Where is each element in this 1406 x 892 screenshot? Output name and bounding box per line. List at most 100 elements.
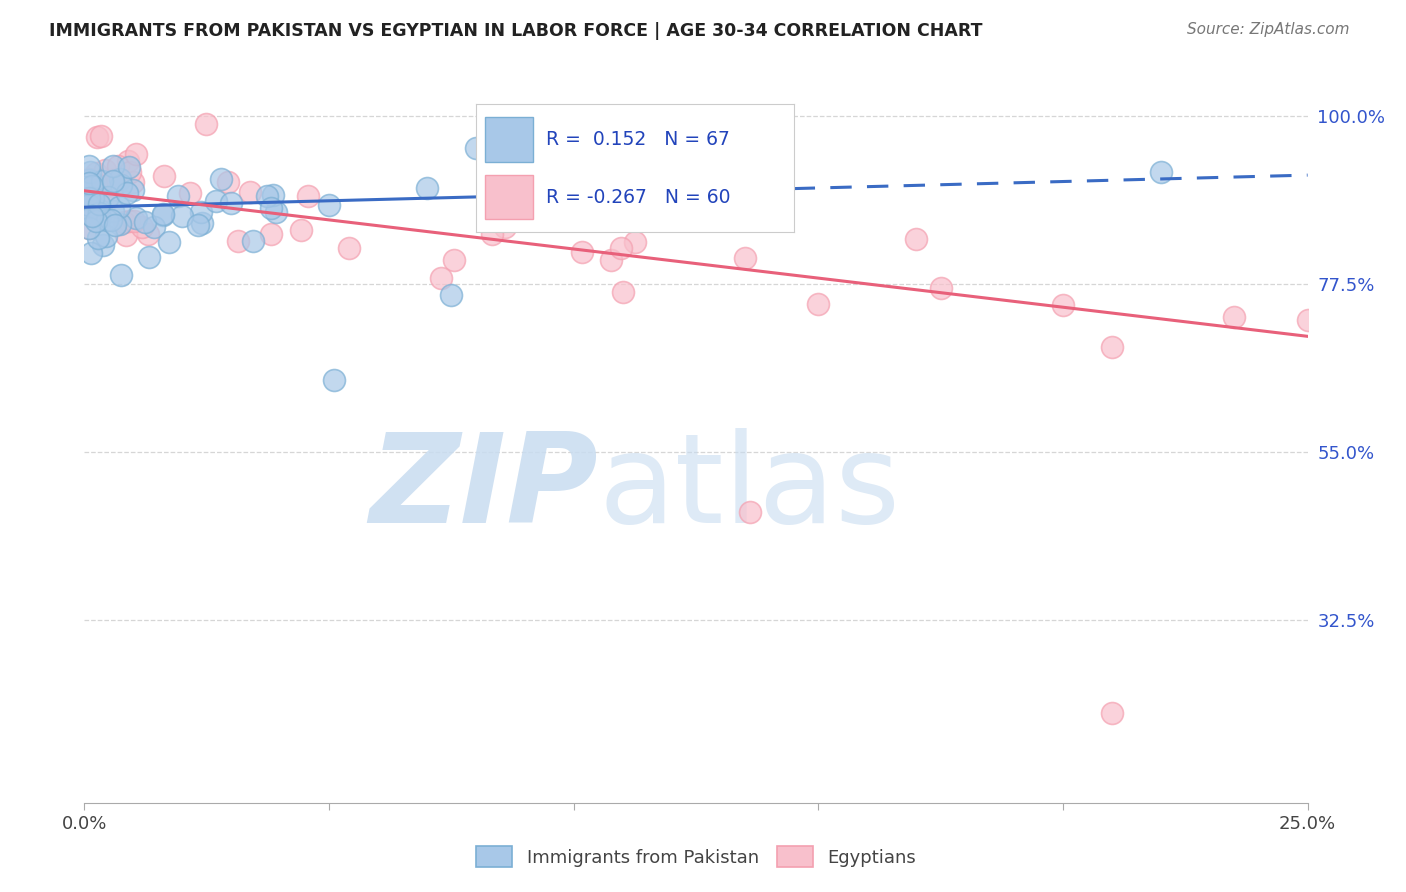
Point (143, 220, 166, 235)
Point (1296, 312, 1319, 326)
Point (807, 297, 830, 311)
Point (79, 221, 101, 235)
Point (262, 187, 284, 202)
Point (131, 219, 153, 234)
Point (114, 228, 136, 243)
Point (738, 505, 761, 519)
Point (167, 189, 190, 203)
Point (290, 223, 312, 237)
Point (89, 186, 111, 201)
Point (80, 178, 103, 192)
Point (87, 231, 110, 245)
Text: IMMIGRANTS FROM PAKISTAN VS EGYPTIAN IN LABOR FORCE | AGE 30-34 CORRELATION CHAR: IMMIGRANTS FROM PAKISTAN VS EGYPTIAN IN … (49, 22, 983, 40)
Point (929, 281, 952, 295)
Point (242, 234, 264, 248)
Point (82, 174, 104, 188)
Point (905, 232, 928, 246)
Point (87, 212, 110, 227)
Point (211, 172, 233, 186)
Point (179, 186, 201, 200)
Point (112, 215, 135, 229)
Point (84, 177, 107, 191)
Point (96, 228, 118, 243)
Point (101, 174, 124, 188)
Point (84, 165, 107, 179)
Point (87, 205, 110, 219)
Point (90, 129, 112, 144)
Point (121, 183, 143, 197)
Point (87, 202, 110, 216)
Point (170, 209, 193, 223)
Point (136, 227, 159, 241)
Point (191, 216, 214, 230)
Point (217, 175, 239, 189)
Point (84, 213, 107, 227)
Point (122, 214, 145, 228)
Point (416, 180, 439, 194)
Point (260, 227, 283, 242)
Point (82, 185, 104, 199)
Point (481, 227, 503, 241)
Text: atlas: atlas (598, 428, 900, 549)
Point (122, 176, 145, 190)
Point (107, 159, 129, 173)
Point (440, 288, 463, 302)
Point (322, 373, 344, 387)
Point (134, 215, 156, 229)
Point (77, 176, 100, 190)
Point (87, 178, 110, 192)
Point (96, 213, 118, 227)
Point (157, 235, 180, 249)
Point (80, 191, 103, 205)
Point (108, 171, 131, 186)
Point (77, 173, 100, 187)
Point (266, 205, 288, 219)
Point (104, 178, 127, 192)
Point (187, 218, 209, 232)
Point (1052, 298, 1074, 312)
Point (77, 198, 100, 212)
Point (77, 176, 100, 190)
Point (1223, 310, 1246, 324)
Point (152, 208, 174, 222)
Point (1150, 165, 1173, 179)
Point (571, 245, 593, 260)
Point (87, 197, 110, 211)
Point (104, 218, 127, 232)
Point (108, 200, 131, 214)
Point (80, 246, 103, 260)
Point (82, 190, 104, 204)
Point (238, 185, 260, 199)
Point (194, 117, 217, 131)
Point (734, 251, 756, 265)
Point (86, 129, 108, 144)
Point (79, 164, 101, 178)
Point (115, 186, 138, 200)
Point (610, 241, 633, 255)
Point (103, 204, 125, 219)
Point (125, 211, 148, 225)
Point (1101, 706, 1123, 721)
Point (91, 173, 114, 187)
Point (494, 219, 516, 234)
Point (600, 253, 623, 268)
Point (77, 207, 100, 221)
Point (101, 159, 124, 173)
Point (256, 188, 278, 202)
Point (82, 192, 104, 206)
Point (513, 184, 536, 198)
Point (110, 268, 132, 282)
Point (117, 213, 139, 227)
Point (77, 186, 100, 201)
Point (104, 172, 127, 186)
Point (97, 190, 120, 204)
Point (77, 159, 100, 173)
Point (443, 253, 465, 268)
Point (77, 191, 100, 205)
Point (110, 217, 132, 231)
Text: Source: ZipAtlas.com: Source: ZipAtlas.com (1187, 22, 1350, 37)
Point (82, 191, 104, 205)
Point (297, 189, 319, 203)
Point (152, 169, 174, 183)
Point (118, 161, 141, 175)
